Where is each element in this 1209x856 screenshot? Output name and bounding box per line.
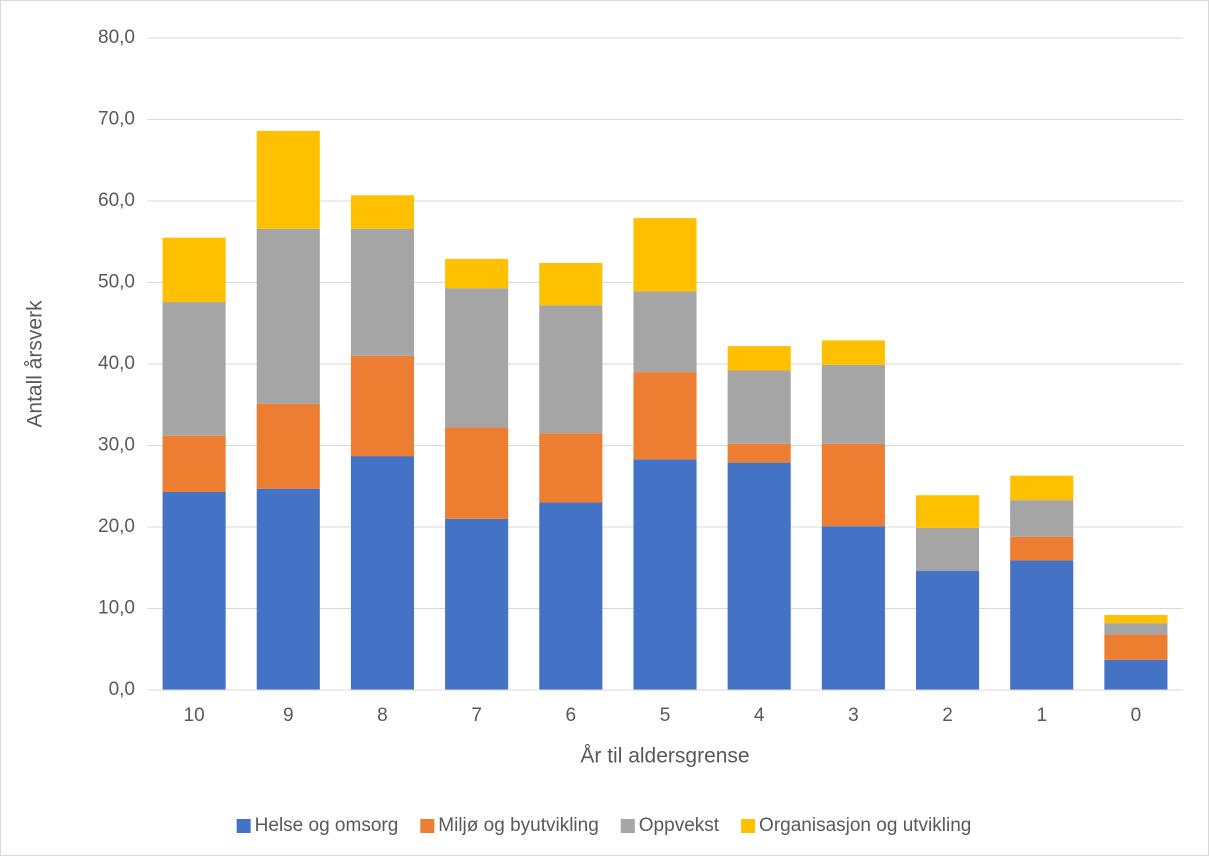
bar-segment [1010, 560, 1074, 690]
x-tick-label: 0 [1131, 705, 1142, 726]
bar-segment [727, 443, 791, 463]
x-tick-label: 8 [377, 705, 388, 726]
x-tick-label: 7 [471, 705, 482, 726]
legend-swatch [741, 819, 756, 833]
y-axis-label: Antall årsverk [24, 300, 47, 428]
bar-segment [1010, 500, 1074, 537]
bar-segment [1010, 475, 1074, 501]
bar-segment [821, 526, 885, 690]
bar-segment [256, 228, 320, 404]
bar-segment [350, 228, 415, 356]
legend-label: Miljø og byutvikling [438, 815, 599, 836]
bar-segment [1104, 634, 1168, 660]
y-tick-label: 10,0 [98, 598, 135, 619]
x-tick-label: 1 [1036, 705, 1047, 726]
legend-swatch [620, 819, 635, 833]
y-tick-label: 0,0 [109, 679, 135, 700]
bar-segment [539, 433, 603, 503]
bar-segment [727, 462, 791, 690]
legend-label: Helse og omsorg [255, 815, 399, 836]
x-tick-label: 6 [566, 705, 577, 726]
bar-segment [915, 495, 980, 528]
legend-swatch [420, 819, 435, 833]
legend-label: Organisasjon og utvikling [759, 815, 971, 836]
bar-segment [256, 488, 320, 690]
bar-segment [633, 372, 697, 460]
bar-segment [256, 130, 320, 229]
bar-segment [350, 456, 415, 690]
bar-segment [162, 491, 226, 690]
legend-swatch [236, 819, 251, 833]
bar-segment [350, 195, 415, 229]
bar-segment [256, 403, 320, 489]
bar-segment [445, 288, 509, 428]
bar-segment [915, 571, 980, 690]
bar-segment [821, 364, 885, 444]
y-tick-label: 70,0 [98, 109, 135, 130]
y-tick-label: 50,0 [98, 272, 135, 293]
bar-segment [633, 218, 697, 292]
bar-segment [633, 459, 697, 690]
bar-segment [821, 443, 885, 527]
bar-segment [1104, 615, 1168, 624]
bar-segment [162, 302, 226, 436]
bar-segment [1104, 659, 1168, 690]
bar-segment [821, 340, 885, 365]
y-tick-label: 40,0 [98, 353, 135, 374]
y-tick-label: 80,0 [98, 27, 135, 48]
x-tick-label: 2 [942, 705, 953, 726]
bar-segment [162, 237, 226, 303]
bar-segment [350, 355, 415, 457]
bar-segment [445, 518, 509, 690]
x-tick-label: 10 [184, 705, 205, 726]
bar-segment [915, 527, 980, 572]
bar-segment [727, 346, 791, 371]
bar-segment [1010, 536, 1074, 561]
y-tick-label: 20,0 [98, 516, 135, 537]
bar-segment [445, 427, 509, 519]
bar-segment [1104, 623, 1168, 635]
bar-segment [539, 502, 603, 690]
bar-segment [445, 258, 509, 289]
legend-label: Oppvekst [639, 815, 720, 836]
bar-segment [162, 435, 226, 492]
x-tick-label: 3 [848, 705, 859, 726]
bar-segment [727, 370, 791, 444]
x-tick-label: 5 [660, 705, 671, 726]
y-tick-label: 30,0 [98, 435, 135, 456]
x-tick-label: 9 [283, 705, 294, 726]
bar-segment [539, 262, 603, 306]
bar-segment [633, 291, 697, 373]
x-axis-label: År til aldersgrense [580, 745, 749, 768]
y-tick-label: 60,0 [98, 190, 135, 211]
bar-segment [539, 305, 603, 434]
x-tick-label: 4 [754, 705, 765, 726]
